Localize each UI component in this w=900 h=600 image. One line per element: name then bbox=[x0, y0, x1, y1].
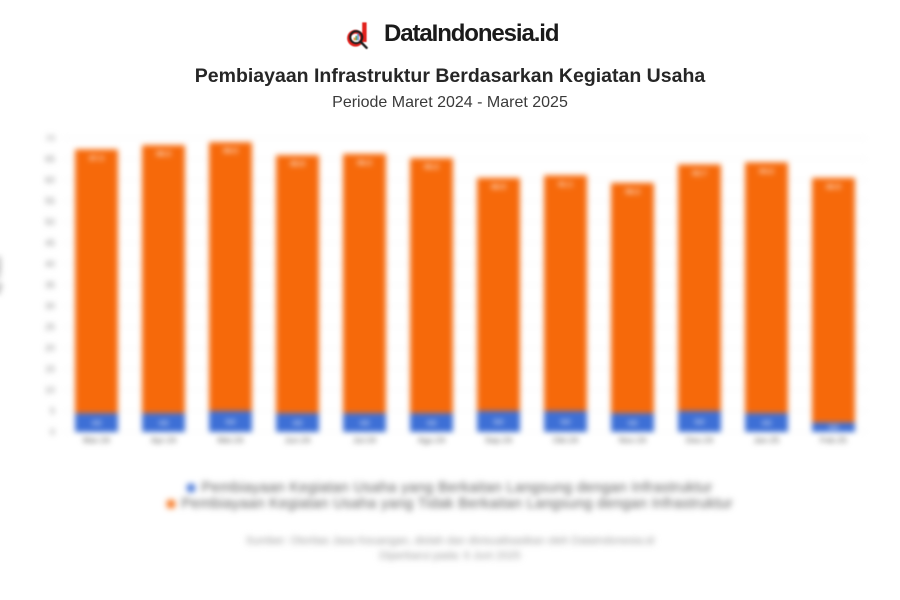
svg-text:5.0: 5.0 bbox=[561, 419, 570, 426]
svg-text:2.3: 2.3 bbox=[829, 425, 838, 432]
svg-text:5: 5 bbox=[50, 406, 55, 416]
svg-text:25: 25 bbox=[45, 322, 55, 332]
svg-text:50: 50 bbox=[45, 217, 55, 227]
svg-text:60: 60 bbox=[45, 175, 55, 185]
svg-text:20: 20 bbox=[45, 343, 55, 353]
svg-text:4.5: 4.5 bbox=[159, 420, 168, 427]
svg-text:30: 30 bbox=[45, 301, 55, 311]
svg-text:45: 45 bbox=[45, 238, 55, 248]
svg-text:4.5: 4.5 bbox=[427, 420, 436, 427]
svg-text:4.5: 4.5 bbox=[293, 420, 302, 427]
svg-text:67.3: 67.3 bbox=[89, 153, 104, 162]
svg-text:63.7: 63.7 bbox=[692, 168, 707, 177]
svg-text:70: 70 bbox=[45, 135, 55, 143]
svg-text:61.1: 61.1 bbox=[558, 179, 573, 188]
svg-text:40: 40 bbox=[45, 259, 55, 269]
svg-text:5.0: 5.0 bbox=[226, 419, 235, 426]
svg-text:65.9: 65.9 bbox=[290, 159, 305, 168]
svg-text:4.5: 4.5 bbox=[628, 420, 637, 427]
svg-text:5.0: 5.0 bbox=[695, 419, 704, 426]
svg-text:69.0: 69.0 bbox=[223, 146, 238, 155]
svg-text:66.2: 66.2 bbox=[357, 158, 372, 167]
svg-text:68.3: 68.3 bbox=[156, 149, 171, 158]
svg-text:5.0: 5.0 bbox=[494, 419, 503, 426]
svg-text:35: 35 bbox=[45, 280, 55, 290]
svg-text:4.5: 4.5 bbox=[762, 420, 771, 427]
svg-text:60.5: 60.5 bbox=[491, 182, 506, 191]
svg-text:4.5: 4.5 bbox=[92, 420, 101, 427]
svg-text:59.3: 59.3 bbox=[625, 187, 640, 196]
svg-text:60.5: 60.5 bbox=[826, 182, 841, 191]
svg-text:64.2: 64.2 bbox=[759, 166, 774, 175]
svg-text:10: 10 bbox=[45, 385, 55, 395]
svg-text:4.5: 4.5 bbox=[360, 420, 369, 427]
svg-text:65: 65 bbox=[45, 154, 55, 164]
svg-text:0: 0 bbox=[50, 427, 55, 435]
svg-text:55: 55 bbox=[45, 196, 55, 206]
svg-text:15: 15 bbox=[45, 364, 55, 374]
svg-text:65.2: 65.2 bbox=[424, 162, 439, 171]
